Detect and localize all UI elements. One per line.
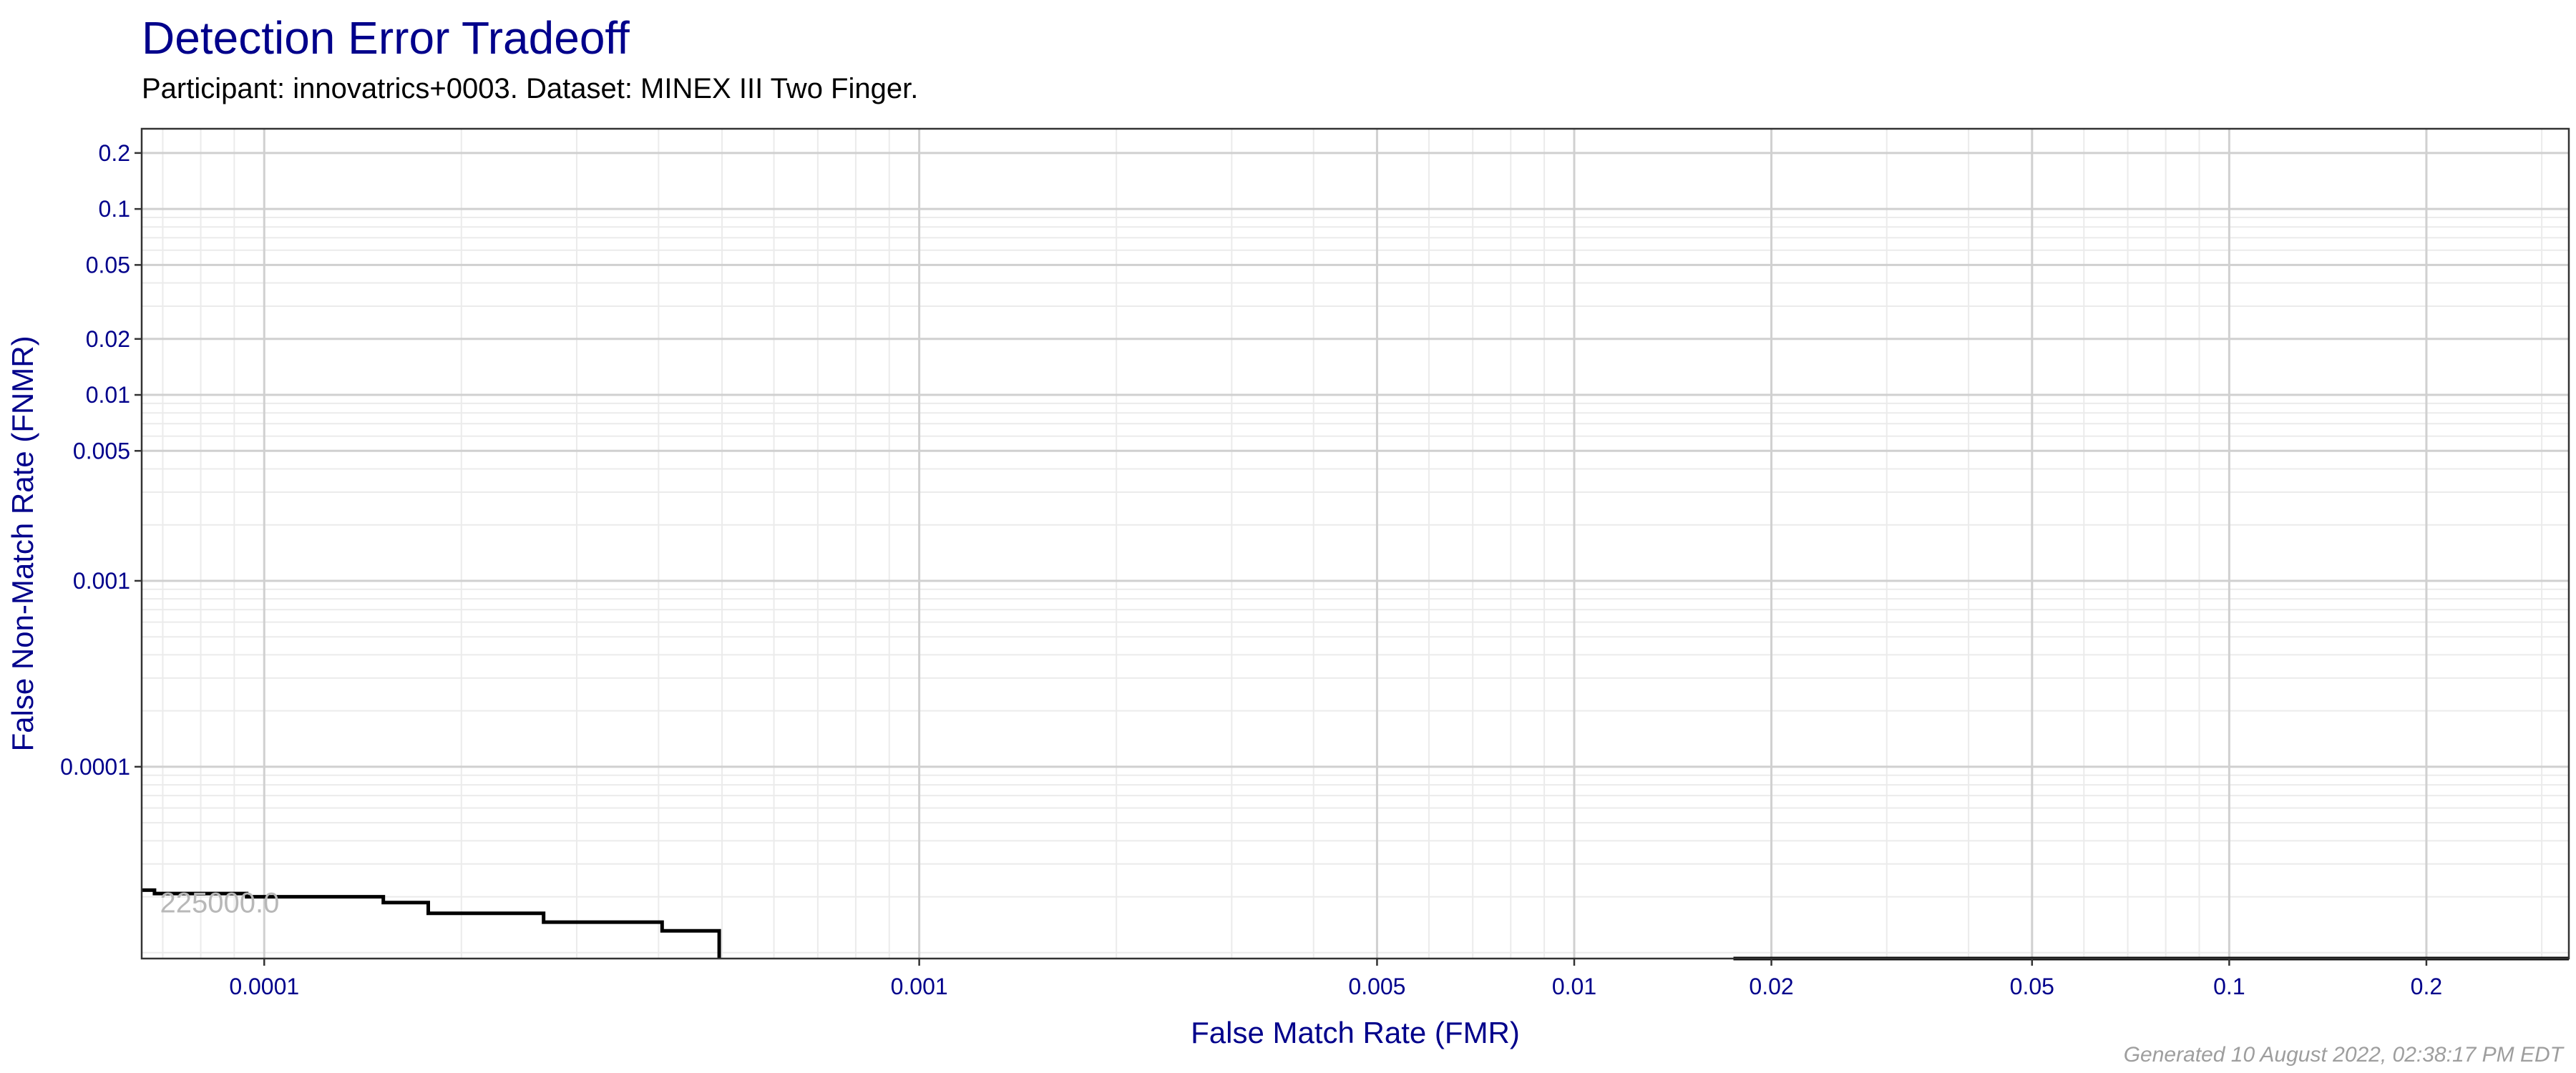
x-tick-label: 0.01 [1552,974,1596,999]
y-tick-label: 0.0001 [60,754,130,780]
y-tick-label: 0.001 [73,568,130,594]
annotation-layer: 225000.0 [160,887,280,918]
series-layer [142,888,2569,961]
y-tick-label: 0.01 [86,382,130,408]
generated-timestamp: Generated 10 August 2022, 02:38:17 PM ED… [2123,1043,2563,1067]
y-axis-ticks: 0.2 0.1 0.05 0.02 0.01 0.005 0.001 0.0001 [60,140,142,780]
chart-subtitle: Participant: innovatrics+0003. Dataset: … [142,73,919,104]
y-tick-label: 0.005 [73,438,130,464]
minor-gridlines [142,129,2569,959]
x-tick-label: 0.02 [1749,974,1793,999]
y-tick-label: 0.2 [99,140,130,166]
x-axis-title: False Match Rate (FMR) [1191,1016,1520,1049]
det-curve-segment-1 [142,888,721,959]
x-tick-label: 0.2 [2411,974,2442,999]
threshold-annotation: 225000.0 [160,887,280,918]
y-tick-label: 0.05 [86,252,130,278]
plot-panel-border [140,127,2570,960]
y-tick-label: 0.1 [99,196,130,222]
x-axis-ticks: 0.0001 0.001 0.005 0.01 0.02 0.05 0.1 0.2 [229,959,2442,999]
x-tick-label: 0.005 [1348,974,1405,999]
x-tick-label: 0.0001 [229,974,299,999]
x-tick-label: 0.001 [891,974,948,999]
x-tick-label: 0.05 [2010,974,2054,999]
y-tick-label: 0.02 [86,326,130,352]
y-axis-title: False Non-Match Rate (FNMR) [6,335,39,751]
x-tick-label: 0.1 [2213,974,2245,999]
chart-title: Detection Error Tradeoff [142,12,630,64]
major-gridlines [142,129,2569,959]
